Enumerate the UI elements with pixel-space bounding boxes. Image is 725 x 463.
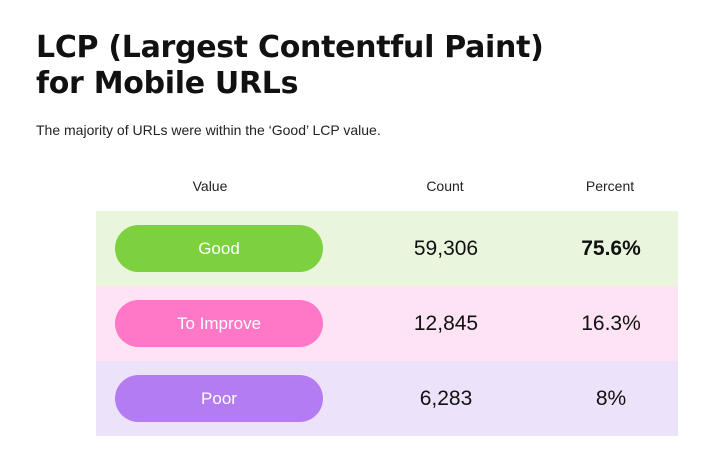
table-row: To Improve 12,845 16.3% xyxy=(96,286,678,361)
table-row: Good 59,306 75.6% xyxy=(96,211,678,286)
column-header-value: Value xyxy=(192,178,228,194)
chart-title: LCP (Largest Contentful Paint) for Mobil… xyxy=(36,30,544,102)
value-pill-good[interactable]: Good xyxy=(115,225,323,272)
count-cell: 6,283 xyxy=(419,386,473,410)
column-header-count: Count xyxy=(426,178,464,194)
data-table: Good 59,306 75.6% To Improve 12,845 16.3% Poor… xyxy=(96,211,678,436)
value-pill-poor[interactable]: Poor xyxy=(115,375,323,422)
percent-cell: 16.3% xyxy=(581,311,641,335)
column-header-percent: Percent xyxy=(585,178,635,194)
title-line-2: for Mobile URLs xyxy=(36,66,299,101)
count-cell: 59,306 xyxy=(413,236,479,260)
percent-cell: 75.6% xyxy=(581,236,641,260)
percent-cell: 8% xyxy=(595,386,627,410)
count-cell: 12,845 xyxy=(413,311,479,335)
table-row: Poor 6,283 8% xyxy=(96,361,678,436)
value-pill-to-improve[interactable]: To Improve xyxy=(115,300,323,347)
chart-subtitle: The majority of URLs were within the ‘Go… xyxy=(36,122,381,138)
title-line-1: LCP (Largest Contentful Paint) xyxy=(36,30,544,65)
